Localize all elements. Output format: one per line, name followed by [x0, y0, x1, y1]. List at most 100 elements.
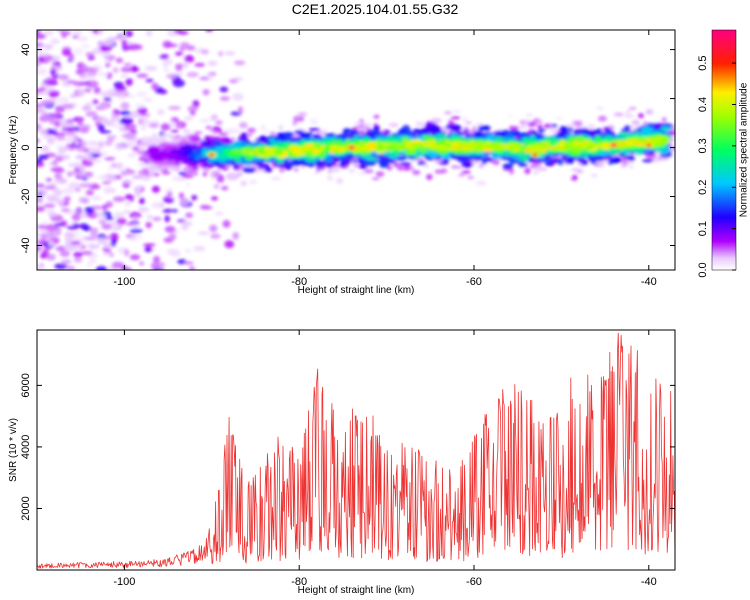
heat-cell — [170, 129, 179, 133]
heat-cell — [277, 163, 286, 168]
heat-cell — [74, 140, 81, 146]
heat-cell — [59, 250, 71, 257]
heat-cell — [444, 111, 452, 115]
heat-cell — [43, 87, 56, 92]
heat-cell — [178, 47, 186, 52]
heat-cell — [48, 240, 54, 247]
heat-cell — [557, 159, 564, 166]
heat-cell — [502, 163, 513, 169]
heat-cell — [620, 132, 631, 136]
heat-cell — [104, 58, 111, 64]
heat-cell — [73, 231, 83, 235]
heat-cell — [72, 30, 82, 36]
heat-cell — [295, 115, 300, 120]
heat-cell — [462, 116, 468, 123]
heat-cell — [77, 119, 83, 127]
heat-cell — [327, 168, 335, 173]
heat-cell — [183, 129, 194, 136]
heat-cell — [246, 133, 253, 137]
heat-cell — [157, 109, 165, 116]
heat-cell — [124, 140, 137, 149]
spectrogram-heatmap — [37, 30, 675, 270]
heat-cell — [186, 45, 196, 51]
heat-cell — [173, 71, 185, 76]
heat-cell — [159, 54, 170, 60]
heat-cell — [104, 97, 112, 102]
heat-cell — [139, 197, 145, 205]
heat-cell — [175, 123, 183, 129]
heat-cell — [210, 196, 219, 201]
heat-cell — [73, 134, 79, 141]
heat-cell — [417, 161, 427, 165]
heat-cell — [89, 159, 102, 163]
heat-cell — [55, 99, 64, 105]
heat-cell — [42, 248, 50, 254]
heat-cell — [37, 88, 44, 93]
heat-cell — [450, 116, 461, 120]
heat-cell — [300, 165, 306, 169]
heat-cell — [151, 185, 160, 193]
heat-cell — [101, 100, 114, 104]
heat-cell — [37, 250, 42, 254]
heat-cell — [124, 249, 130, 257]
heat-cell — [201, 206, 213, 210]
heat-cell — [237, 106, 244, 114]
heat-cell — [507, 113, 513, 119]
heat-cell — [461, 170, 471, 174]
heat-cell — [102, 251, 108, 256]
heat-cell — [645, 109, 654, 115]
heat-cell — [210, 233, 221, 239]
heat-cell — [403, 165, 412, 171]
heat-cell — [65, 231, 71, 237]
heat-cell — [95, 116, 109, 124]
heat-cell — [150, 262, 160, 269]
heat-cell — [65, 131, 75, 136]
heat-cell — [409, 167, 416, 171]
heat-cell — [191, 194, 198, 201]
heat-cell — [151, 82, 159, 91]
heat-cell — [204, 135, 211, 141]
heat-cell — [37, 123, 42, 131]
heat-cell — [415, 121, 426, 127]
heat-cell — [129, 254, 141, 261]
heat-cell — [137, 163, 149, 166]
heat-cell — [37, 138, 41, 143]
heat-cell — [88, 147, 97, 154]
heat-cell — [75, 155, 84, 160]
heat-cell — [73, 257, 83, 263]
heat-cell — [104, 235, 111, 240]
heat-cell — [200, 49, 210, 55]
heat-cell — [193, 131, 203, 135]
heat-cell — [44, 45, 53, 50]
heat-cell — [97, 72, 109, 77]
heat-cell — [72, 35, 80, 39]
heat-cell — [60, 259, 72, 265]
heat-cell — [202, 89, 210, 96]
heat-cell — [40, 112, 52, 120]
heat-cell — [125, 78, 133, 86]
heat-cell — [50, 38, 60, 45]
heat-cell — [112, 67, 119, 74]
heat-cell — [224, 140, 233, 144]
heat-cell — [163, 67, 170, 73]
heat-cell — [555, 116, 564, 120]
heat-cell — [52, 113, 58, 119]
heat-cell — [163, 197, 175, 203]
heat-cell — [202, 172, 208, 177]
heat-cell — [430, 117, 442, 124]
heat-cell — [193, 172, 198, 176]
heat-cell — [125, 222, 135, 226]
heat-cell — [97, 91, 111, 96]
heat-cell — [161, 171, 171, 175]
heat-cell — [116, 217, 127, 225]
heat-cell — [193, 245, 206, 252]
heat-cell — [106, 89, 117, 94]
heat-cell — [124, 123, 137, 131]
heat-cell — [84, 206, 95, 214]
heat-cell — [438, 161, 449, 165]
heat-cell — [197, 231, 210, 235]
heat-cell — [88, 140, 97, 145]
heat-cell — [308, 127, 321, 132]
heat-cell — [661, 117, 667, 123]
heat-cell — [78, 211, 90, 219]
